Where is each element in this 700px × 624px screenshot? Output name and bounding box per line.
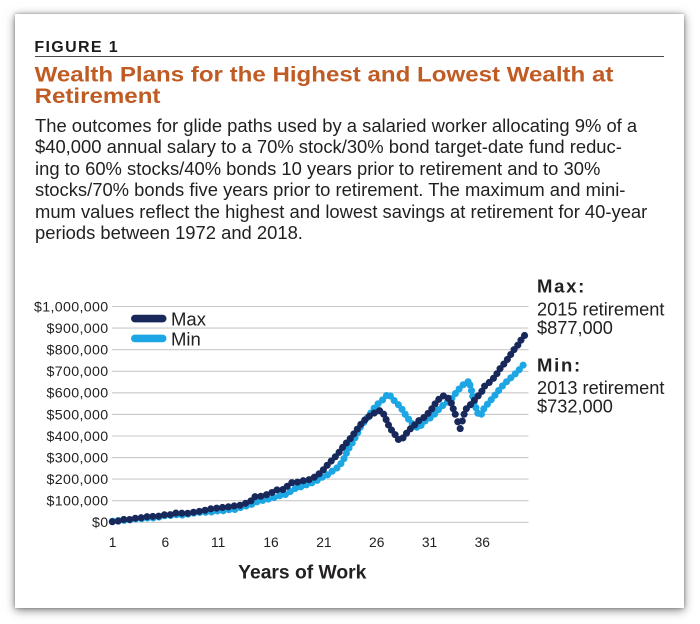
svg-text:$500,000: $500,000 [47, 407, 109, 423]
svg-text:26: 26 [369, 535, 385, 550]
svg-text:Years of Work: Years of Work [238, 563, 367, 584]
svg-text:2015 retirement: 2015 retirement [537, 300, 664, 320]
svg-text:21: 21 [316, 535, 331, 550]
svg-text:$732,000: $732,000 [537, 396, 613, 416]
svg-text:Min:: Min: [537, 355, 582, 376]
svg-text:$800,000: $800,000 [47, 343, 109, 359]
svg-text:$0: $0 [92, 515, 108, 531]
svg-text:31: 31 [422, 535, 437, 550]
svg-text:$1,000,000: $1,000,000 [34, 299, 109, 315]
svg-text:16: 16 [263, 535, 279, 550]
svg-text:2013 retirement: 2013 retirement [537, 378, 664, 398]
svg-text:Max:: Max: [537, 276, 586, 297]
svg-text:$100,000: $100,000 [47, 494, 109, 510]
svg-text:$300,000: $300,000 [47, 451, 109, 467]
svg-text:$600,000: $600,000 [47, 386, 109, 402]
svg-text:6: 6 [162, 535, 170, 550]
svg-text:$400,000: $400,000 [47, 429, 109, 445]
svg-text:$700,000: $700,000 [47, 364, 109, 380]
svg-text:$877,000: $877,000 [537, 318, 613, 338]
svg-text:1: 1 [109, 535, 117, 550]
svg-text:Max: Max [171, 309, 207, 330]
svg-text:Min: Min [171, 329, 201, 350]
svg-text:$200,000: $200,000 [47, 472, 109, 488]
svg-text:$900,000: $900,000 [47, 321, 109, 337]
svg-text:11: 11 [211, 535, 225, 550]
svg-text:36: 36 [475, 535, 491, 550]
